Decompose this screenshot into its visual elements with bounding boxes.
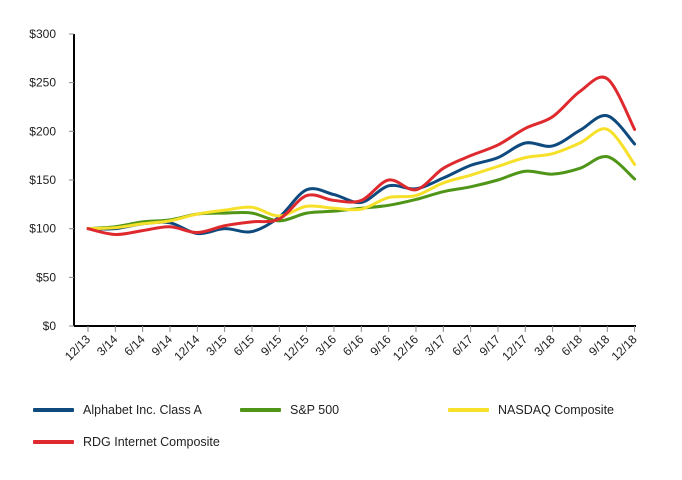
- x-tick-label: 12/16: [390, 332, 421, 363]
- legend-item-rdg: RDG Internet Composite: [33, 435, 220, 449]
- x-tick-label: 6/15: [231, 332, 258, 359]
- y-tick-label: $50: [36, 270, 56, 284]
- y-tick-label: $250: [29, 76, 56, 90]
- series-line-alphabet-inc-class-a: [86, 114, 637, 236]
- x-tick-label: 3/17: [422, 332, 449, 359]
- x-tick-label: 3/16: [313, 332, 340, 359]
- y-tick-label: $300: [29, 27, 56, 41]
- series-line-nasdaq-composite: [86, 127, 637, 231]
- legend-swatch: [33, 440, 74, 444]
- x-tick-label: 6/18: [559, 332, 586, 359]
- series-line-rdg-internet-composite: [86, 75, 637, 237]
- x-tick-label: 12/13: [62, 332, 93, 363]
- legend-swatch: [33, 408, 74, 412]
- legend-item-sp500: S&P 500: [240, 403, 339, 417]
- legend-label: RDG Internet Composite: [83, 435, 220, 449]
- legend-item-nasdaq: NASDAQ Composite: [448, 403, 614, 417]
- y-tick-label: $0: [43, 319, 57, 333]
- x-tick-label: 6/17: [449, 332, 476, 359]
- legend-label: Alphabet Inc. Class A: [83, 403, 202, 417]
- legend-label: S&P 500: [290, 403, 340, 417]
- legend-item-alphabet: Alphabet Inc. Class A: [33, 403, 202, 417]
- y-tick-label: $100: [29, 222, 56, 236]
- legend-swatch: [240, 408, 281, 412]
- x-tick-label: 6/14: [121, 332, 148, 359]
- x-tick-label: 3/15: [203, 332, 230, 359]
- legend-label: NASDAQ Composite: [498, 403, 615, 417]
- y-tick-label: $150: [29, 173, 56, 187]
- series-lines: [86, 75, 637, 237]
- x-tick-label: 3/18: [531, 332, 558, 359]
- x-tick-label: 12/17: [499, 332, 530, 363]
- legend-swatch: [448, 408, 489, 412]
- series-line-s-p-500: [86, 155, 637, 231]
- x-tick-label: 3/14: [94, 332, 121, 359]
- x-tick-label: 12/14: [171, 332, 202, 363]
- y-tick-label: $200: [29, 124, 56, 138]
- x-tick-label: 12/18: [609, 332, 640, 363]
- x-tick-label: 6/16: [340, 332, 367, 359]
- x-tick-label: 12/15: [281, 332, 312, 363]
